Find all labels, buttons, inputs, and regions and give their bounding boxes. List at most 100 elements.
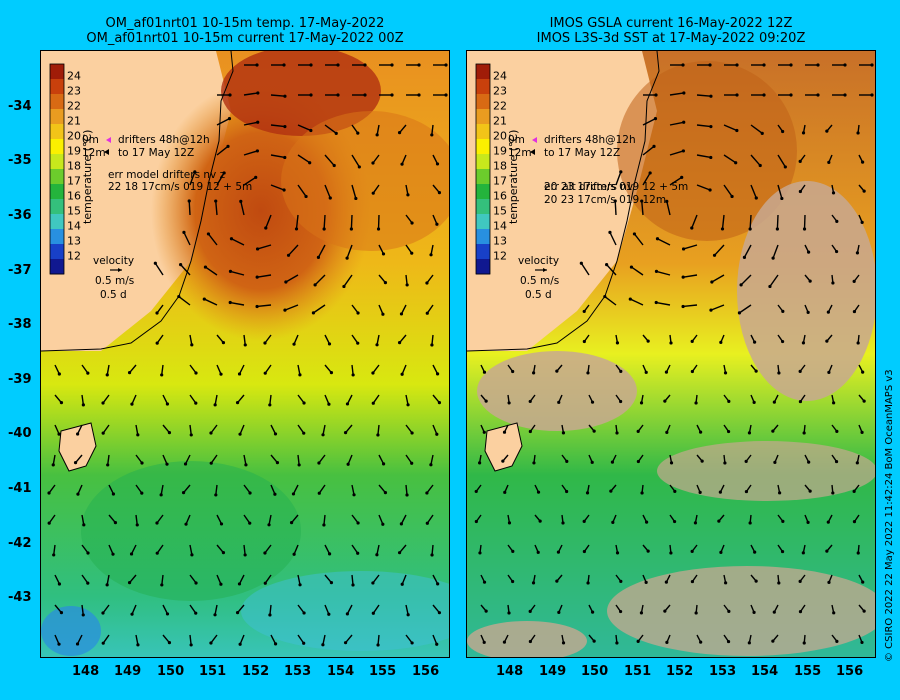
- current-vector-head: [140, 491, 144, 495]
- current-vector-head: [827, 580, 831, 585]
- current-vector: [346, 244, 353, 259]
- current-vector-head: [727, 609, 731, 613]
- current-vector-head: [444, 93, 448, 97]
- current-vector-head: [832, 401, 836, 405]
- current-vector-head: [615, 341, 620, 345]
- right-legend-depth-12: 12m: [508, 147, 532, 159]
- right-colorbar: 24 23 22 21 20 19 18 17 16 15 14 13 12 temperature (…: [475, 63, 520, 275]
- current-vector-head: [694, 611, 698, 615]
- current-vector-head: [798, 189, 802, 194]
- current-vector-head: [503, 490, 507, 494]
- current-vector-head: [264, 226, 268, 230]
- current-vector-head: [177, 294, 181, 299]
- left-title-line2: OM_af01nrt01 10-15m current 17-May-2022 …: [86, 31, 404, 46]
- current-vector-head: [628, 297, 632, 301]
- current-vector: [131, 604, 137, 615]
- current-vector: [188, 200, 191, 216]
- current-vector: [399, 124, 407, 134]
- current-vector-head: [51, 463, 55, 467]
- current-vector-head: [808, 489, 812, 493]
- current-vector-head: [189, 433, 193, 437]
- current-vector-head: [155, 551, 159, 555]
- current-vector: [207, 233, 218, 246]
- colorbar-tick-label: 12: [493, 250, 507, 263]
- current-vector-head: [410, 221, 414, 225]
- current-vector-head: [690, 369, 694, 374]
- current-vector-head: [664, 370, 669, 374]
- current-vector-head: [111, 492, 116, 496]
- current-vector-head: [73, 461, 78, 465]
- current-vector-head: [843, 63, 847, 67]
- current-vector: [243, 484, 251, 494]
- current-vector-head: [775, 227, 779, 231]
- current-vector-head: [639, 401, 644, 405]
- current-vector-head: [806, 520, 810, 524]
- current-vector-head: [302, 431, 306, 435]
- left-legend-depth-12: 12m: [82, 147, 106, 159]
- current-vector-head: [754, 196, 758, 200]
- current-vector: [431, 124, 434, 136]
- current-vector-head: [640, 491, 644, 495]
- current-vector-head: [727, 399, 731, 403]
- current-vector-head: [700, 459, 704, 463]
- current-vector-head: [101, 431, 105, 435]
- right-x-tick: 156: [836, 664, 864, 679]
- current-vector: [372, 364, 380, 374]
- current-vector-head: [690, 226, 694, 230]
- left-colorbar-label: temperature (°C): [81, 130, 94, 224]
- current-vector-head: [219, 372, 223, 376]
- current-vector-head: [484, 399, 488, 403]
- current-vector: [426, 484, 434, 494]
- current-vector: [107, 454, 110, 466]
- current-vector-head: [59, 611, 64, 615]
- current-vector: [243, 454, 247, 465]
- current-vector: [264, 544, 272, 554]
- current-vector-head: [860, 220, 864, 224]
- current-vector-head: [329, 581, 334, 585]
- current-vector-head: [528, 429, 532, 434]
- current-vector-head: [327, 342, 332, 346]
- current-vector: [297, 634, 305, 644]
- right-x-tick: 149: [539, 664, 567, 679]
- current-vector: [238, 364, 245, 375]
- current-vector-head: [425, 491, 429, 495]
- current-vector-head: [283, 125, 287, 129]
- current-vector-head: [57, 432, 61, 436]
- current-vector: [430, 454, 434, 465]
- current-vector-head: [263, 551, 267, 555]
- left-island: [58, 422, 97, 472]
- current-vector: [216, 364, 222, 375]
- current-vector-head: [390, 93, 394, 97]
- current-vector-head: [762, 63, 766, 67]
- current-vector: [696, 124, 711, 128]
- current-vector-head: [268, 403, 272, 407]
- current-vector: [77, 484, 83, 495]
- current-vector: [378, 244, 385, 255]
- current-vector: [102, 424, 110, 434]
- current-vector-head: [808, 279, 812, 283]
- current-vector-head: [802, 641, 806, 645]
- current-vector-head: [356, 311, 360, 315]
- left-y-tick: -37: [8, 263, 32, 278]
- current-vector: [739, 304, 752, 314]
- current-vector-head: [227, 117, 232, 121]
- colorbar-swatch: [476, 154, 490, 170]
- current-vector: [54, 394, 62, 404]
- right-velocity-speed: 0.5 m/s: [520, 275, 559, 287]
- current-vector-head: [528, 399, 532, 404]
- current-vector-head: [870, 93, 874, 97]
- current-vector: [264, 364, 272, 374]
- current-vector-head: [531, 581, 536, 585]
- current-vector-head: [222, 171, 226, 175]
- current-vector: [210, 634, 218, 644]
- current-vector: [269, 604, 272, 616]
- current-vector-head: [582, 549, 586, 554]
- current-vector-head: [327, 402, 331, 406]
- colorbar-swatch: [50, 139, 64, 155]
- current-vector: [324, 124, 337, 134]
- current-vector-head: [435, 162, 440, 166]
- current-vector-head: [435, 222, 439, 226]
- current-vector-head: [835, 639, 839, 643]
- left-x-tick: 150: [157, 664, 185, 679]
- current-vector-head: [772, 400, 776, 404]
